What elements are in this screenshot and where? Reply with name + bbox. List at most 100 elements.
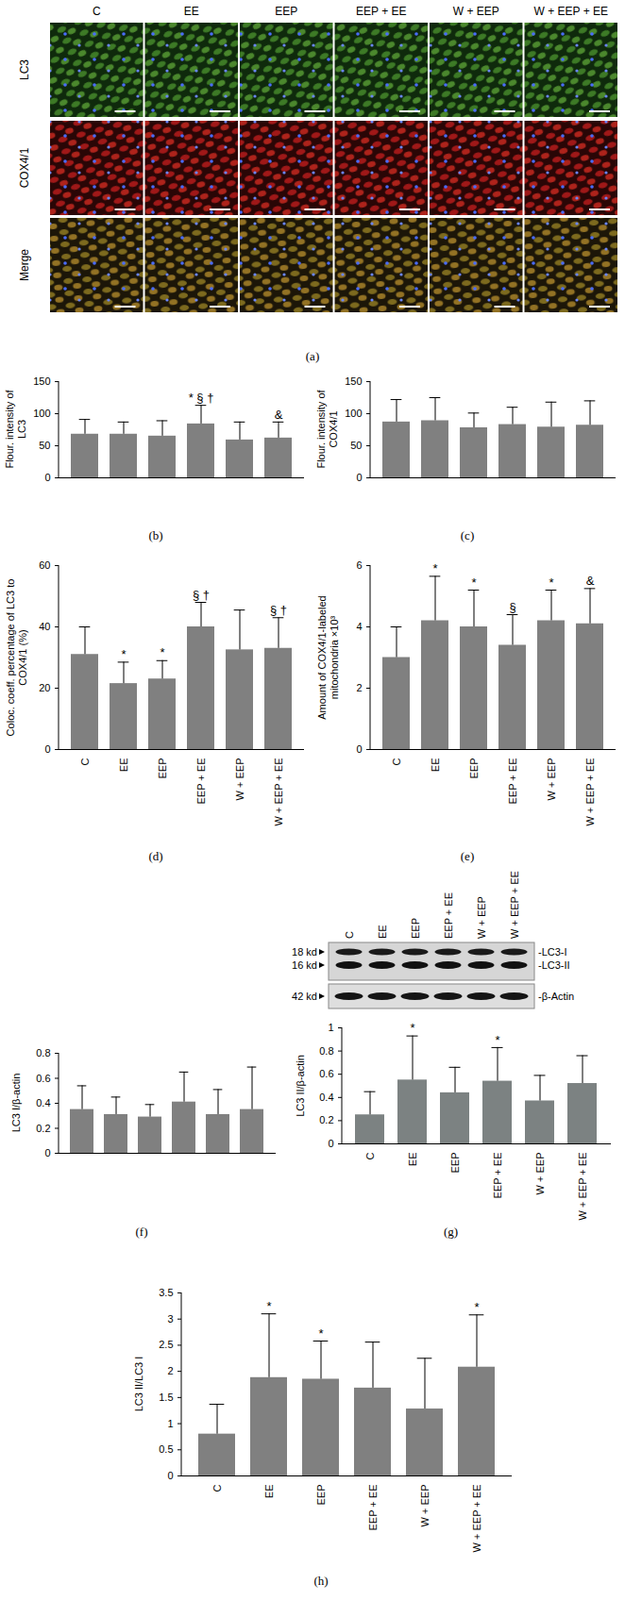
svg-text:0: 0 xyxy=(44,472,51,484)
svg-text:*: * xyxy=(318,1327,323,1342)
svg-text:0: 0 xyxy=(44,1148,51,1160)
svg-text:3.5: 3.5 xyxy=(158,1287,173,1300)
svg-text:150: 150 xyxy=(344,375,362,388)
svg-text:EEP: EEP xyxy=(315,1486,327,1507)
svg-text:0.4: 0.4 xyxy=(35,1097,51,1110)
svg-text:EEP + EE: EEP + EE xyxy=(442,893,455,940)
svg-text:W + EEP: W + EEP xyxy=(234,759,246,802)
svg-text:6: 6 xyxy=(355,559,362,572)
svg-text:C: C xyxy=(390,758,403,766)
svg-text:W + EEP + EE: W + EEP + EE xyxy=(534,4,609,18)
svg-text:50: 50 xyxy=(350,439,362,452)
svg-text:EE: EE xyxy=(184,4,200,18)
svg-text:1.5: 1.5 xyxy=(158,1392,173,1404)
svg-text:EEP + EE: EEP + EE xyxy=(355,4,406,18)
svg-text:W + EEP + EE: W + EEP + EE xyxy=(272,759,285,828)
svg-text:*: * xyxy=(548,575,554,591)
svg-text:*: * xyxy=(159,645,165,660)
svg-text:W + EEP + EE: W + EEP + EE xyxy=(576,1153,589,1222)
svg-text:-LC3-II: -LC3-II xyxy=(538,960,571,972)
svg-text:0.5: 0.5 xyxy=(158,1444,173,1456)
svg-text:*: * xyxy=(120,647,126,662)
svg-text:W + EEP: W + EEP xyxy=(545,759,558,802)
svg-text:*: * xyxy=(409,1021,415,1036)
svg-text:&: & xyxy=(274,407,284,423)
svg-text:16 kd: 16 kd xyxy=(291,960,318,972)
svg-text:W + EEP + EE: W + EEP + EE xyxy=(584,759,596,828)
svg-text:2: 2 xyxy=(167,1366,173,1378)
svg-text:C: C xyxy=(364,1152,376,1161)
svg-text:W + EEP: W + EEP xyxy=(475,896,488,940)
svg-text:EE: EE xyxy=(263,1486,275,1501)
svg-text:*: * xyxy=(471,575,476,591)
svg-text:40: 40 xyxy=(38,621,51,633)
svg-text:EEP: EEP xyxy=(468,759,480,780)
svg-text:C: C xyxy=(92,4,102,18)
svg-text:EE: EE xyxy=(429,759,441,774)
svg-text:§: § xyxy=(508,600,516,615)
svg-text:-β-Actin: -β-Actin xyxy=(538,991,575,1003)
svg-text:0: 0 xyxy=(167,1470,173,1483)
svg-text:4: 4 xyxy=(355,621,362,633)
svg-text:EEP: EEP xyxy=(156,759,169,780)
svg-text:0.6: 0.6 xyxy=(319,1068,334,1081)
svg-text:20: 20 xyxy=(38,682,51,694)
html-text:Amount of COX4/1-labeled mitoc: Amount of COX4/1-labeled mitochondria ×1… xyxy=(315,595,339,720)
svg-text:0.6: 0.6 xyxy=(35,1073,51,1085)
html-text:Flour. intensity of LC3: Flour. intensity of LC3 xyxy=(4,390,28,469)
svg-text:EEP + EE: EEP + EE xyxy=(491,1153,504,1200)
svg-text:§ †: § † xyxy=(270,603,288,618)
svg-text:1: 1 xyxy=(327,1022,334,1034)
svg-text:*: * xyxy=(473,1300,479,1316)
html-text:Coloc. coeff. percentage of LC: Coloc. coeff. percentage of LC3 to COX4/… xyxy=(4,578,28,737)
svg-text:COX4/1: COX4/1 xyxy=(17,147,32,188)
svg-text:0: 0 xyxy=(44,743,51,756)
svg-text:§ †: § † xyxy=(192,588,210,603)
svg-text:LC3: LC3 xyxy=(17,59,32,81)
html-text:Flour. intensity of COX4/1: Flour. intensity of COX4/1 xyxy=(315,390,339,469)
svg-text:0.2: 0.2 xyxy=(319,1114,334,1127)
svg-text:EEP + EE: EEP + EE xyxy=(367,1486,379,1533)
svg-text:EE: EE xyxy=(406,1153,419,1168)
svg-text:3: 3 xyxy=(167,1314,173,1326)
svg-text:EE: EE xyxy=(118,759,130,774)
svg-text:0: 0 xyxy=(355,472,362,484)
svg-text:&: & xyxy=(586,574,595,589)
svg-text:0.4: 0.4 xyxy=(319,1092,334,1104)
svg-text:0.8: 0.8 xyxy=(35,1047,51,1060)
svg-text:EEP + EE: EEP + EE xyxy=(195,759,207,806)
svg-text:EEP: EEP xyxy=(274,4,298,18)
svg-text:18 kd: 18 kd xyxy=(291,946,318,959)
svg-text:*: * xyxy=(266,1300,271,1315)
svg-text:2.5: 2.5 xyxy=(158,1339,173,1352)
svg-text:EEP: EEP xyxy=(449,1153,461,1175)
svg-text:0.2: 0.2 xyxy=(35,1123,51,1135)
svg-text:EEP: EEP xyxy=(409,918,422,940)
svg-text:*: * xyxy=(494,1033,500,1048)
svg-text:-LC3-I: -LC3-I xyxy=(538,946,568,959)
svg-text:EEP + EE: EEP + EE xyxy=(506,759,519,806)
svg-text:Merge: Merge xyxy=(17,249,32,282)
svg-text:EE: EE xyxy=(376,925,389,940)
svg-text:100: 100 xyxy=(33,407,51,420)
svg-text:W + EEP: W + EEP xyxy=(419,1486,431,1529)
svg-text:0.8: 0.8 xyxy=(319,1046,334,1058)
svg-text:C: C xyxy=(79,758,91,766)
svg-text:W + EEP + EE: W + EEP + EE xyxy=(508,871,521,940)
svg-text:0: 0 xyxy=(327,1138,334,1150)
svg-text:C: C xyxy=(343,931,355,940)
svg-text:*: * xyxy=(432,561,438,576)
svg-text:0: 0 xyxy=(355,743,362,756)
svg-text:W + EEP: W + EEP xyxy=(534,1153,546,1197)
svg-text:W + EEP: W + EEP xyxy=(453,4,500,18)
svg-text:100: 100 xyxy=(344,407,362,420)
svg-text:2: 2 xyxy=(355,682,362,694)
svg-text:* § †: * § † xyxy=(188,390,215,406)
svg-text:W + EEP + EE: W + EEP + EE xyxy=(471,1486,483,1555)
svg-text:60: 60 xyxy=(38,559,51,572)
svg-text:C: C xyxy=(211,1485,223,1493)
svg-text:42 kd: 42 kd xyxy=(291,991,318,1003)
svg-text:150: 150 xyxy=(33,375,51,388)
svg-text:1: 1 xyxy=(167,1418,173,1431)
svg-text:50: 50 xyxy=(38,439,51,452)
